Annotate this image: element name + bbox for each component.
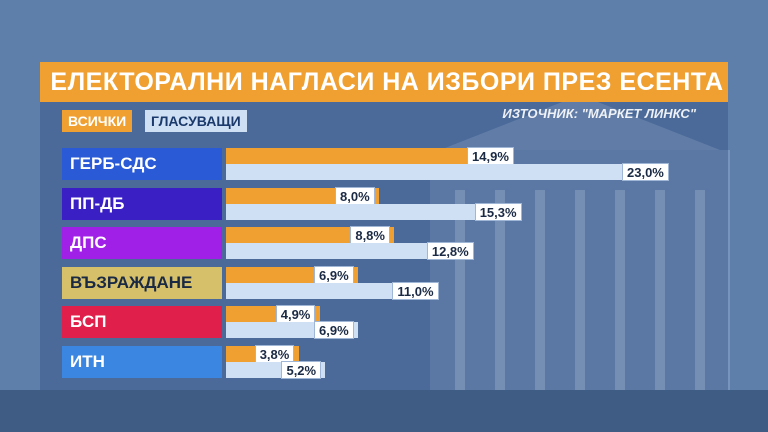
legend-all: ВСИЧКИ (62, 110, 133, 132)
value-label: 12,8% (426, 242, 474, 260)
value-label: 4,9% (275, 305, 316, 323)
chart-title: ЕЛЕКТОРАЛНИ НАГЛАСИ НА ИЗБОРИ ПРЕЗ ЕСЕНТ… (40, 62, 728, 102)
value-label: 15,3% (474, 202, 522, 221)
party-label: ИТН (62, 345, 222, 378)
source-label: ИЗТОЧНИК: "МАРКЕТ ЛИНКС" (502, 106, 696, 121)
party-label: БСП (62, 306, 222, 338)
value-label: 8,8% (350, 226, 390, 244)
value-label: 8,0% (335, 186, 375, 205)
bar-voters (226, 203, 519, 220)
value-label: 11,0% (392, 281, 439, 300)
bar-voters (226, 282, 437, 299)
legend-voters: ГЛАСУВАЩИ (145, 110, 247, 132)
value-label: 6,9% (314, 265, 354, 284)
party-label: ДПС (62, 227, 222, 259)
value-label: 23,0% (622, 163, 669, 181)
value-label: 14,9% (467, 147, 514, 165)
party-label: ГЕРБ-СДС (62, 148, 222, 180)
party-label: ПП-ДБ (62, 187, 222, 220)
value-label: 5,2% (281, 360, 322, 379)
party-label: ВЪЗРАЖДАНЕ (62, 266, 222, 299)
bar-voters (226, 164, 666, 180)
bar-voters (226, 243, 471, 259)
bar-all (226, 148, 512, 164)
value-label: 6,9% (314, 321, 354, 339)
